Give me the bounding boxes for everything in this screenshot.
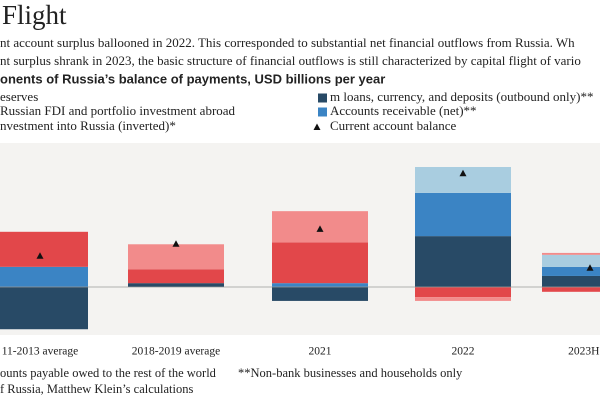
bar-segment xyxy=(542,275,600,287)
legend-label: Current account balance xyxy=(330,118,457,133)
bar-segment xyxy=(0,231,88,267)
chart-heading: onents of Russia’s balance of payments, … xyxy=(0,71,385,86)
bar-segment xyxy=(542,252,600,255)
legend-label: eserves xyxy=(0,89,38,104)
legend-label: Accounts receivable (net)** xyxy=(330,103,477,118)
footnote: ounts payable owed to the rest of the wo… xyxy=(0,366,217,380)
bar-segment xyxy=(542,287,600,292)
bar-segment xyxy=(542,254,600,267)
x-tick-label: 2023H1 ( xyxy=(568,346,600,358)
bar-segment xyxy=(0,266,88,287)
current-account-marker xyxy=(316,225,324,232)
x-tick-label: 2022 xyxy=(452,346,475,358)
bar-segment xyxy=(128,269,224,284)
current-account-marker xyxy=(172,240,180,247)
bar-segment xyxy=(272,287,368,301)
bar-segment xyxy=(415,287,511,298)
footnote: **Non-bank businesses and households onl… xyxy=(238,366,463,380)
bar-segment xyxy=(128,244,224,270)
legend-label: Russian FDI and portfolio investment abr… xyxy=(0,103,236,118)
bar-segment xyxy=(272,242,368,284)
bar-segment xyxy=(128,283,224,287)
bar-segment xyxy=(542,266,600,276)
legend-swatch xyxy=(318,107,327,117)
x-tick-label: 2021 xyxy=(309,346,332,358)
x-tick-label: 11-2013 average xyxy=(2,346,79,358)
bar-segment xyxy=(0,287,88,330)
current-account-marker xyxy=(36,252,44,259)
legend-label: nvestment into Russia (inverted)* xyxy=(0,118,176,133)
legend-label: m loans, currency, and deposits (outboun… xyxy=(330,89,593,104)
current-account-marker xyxy=(459,169,467,177)
chart-title: Flight xyxy=(2,0,67,30)
legend-marker xyxy=(313,123,321,130)
bar-segment xyxy=(272,283,368,287)
bar-segment xyxy=(415,236,511,287)
footnote: f Russia, Matthew Klein’s calculations xyxy=(0,382,194,396)
x-tick-label: 2018-2019 average xyxy=(132,346,220,358)
current-account-marker xyxy=(586,264,594,271)
subtitle: nt account surplus ballooned in 2022. Th… xyxy=(0,35,575,50)
bar-segment xyxy=(415,297,511,301)
subtitle: nt surplus shrank in 2023, the basic str… xyxy=(0,53,581,68)
bar-segment xyxy=(415,192,511,237)
legend-swatch xyxy=(318,93,327,103)
